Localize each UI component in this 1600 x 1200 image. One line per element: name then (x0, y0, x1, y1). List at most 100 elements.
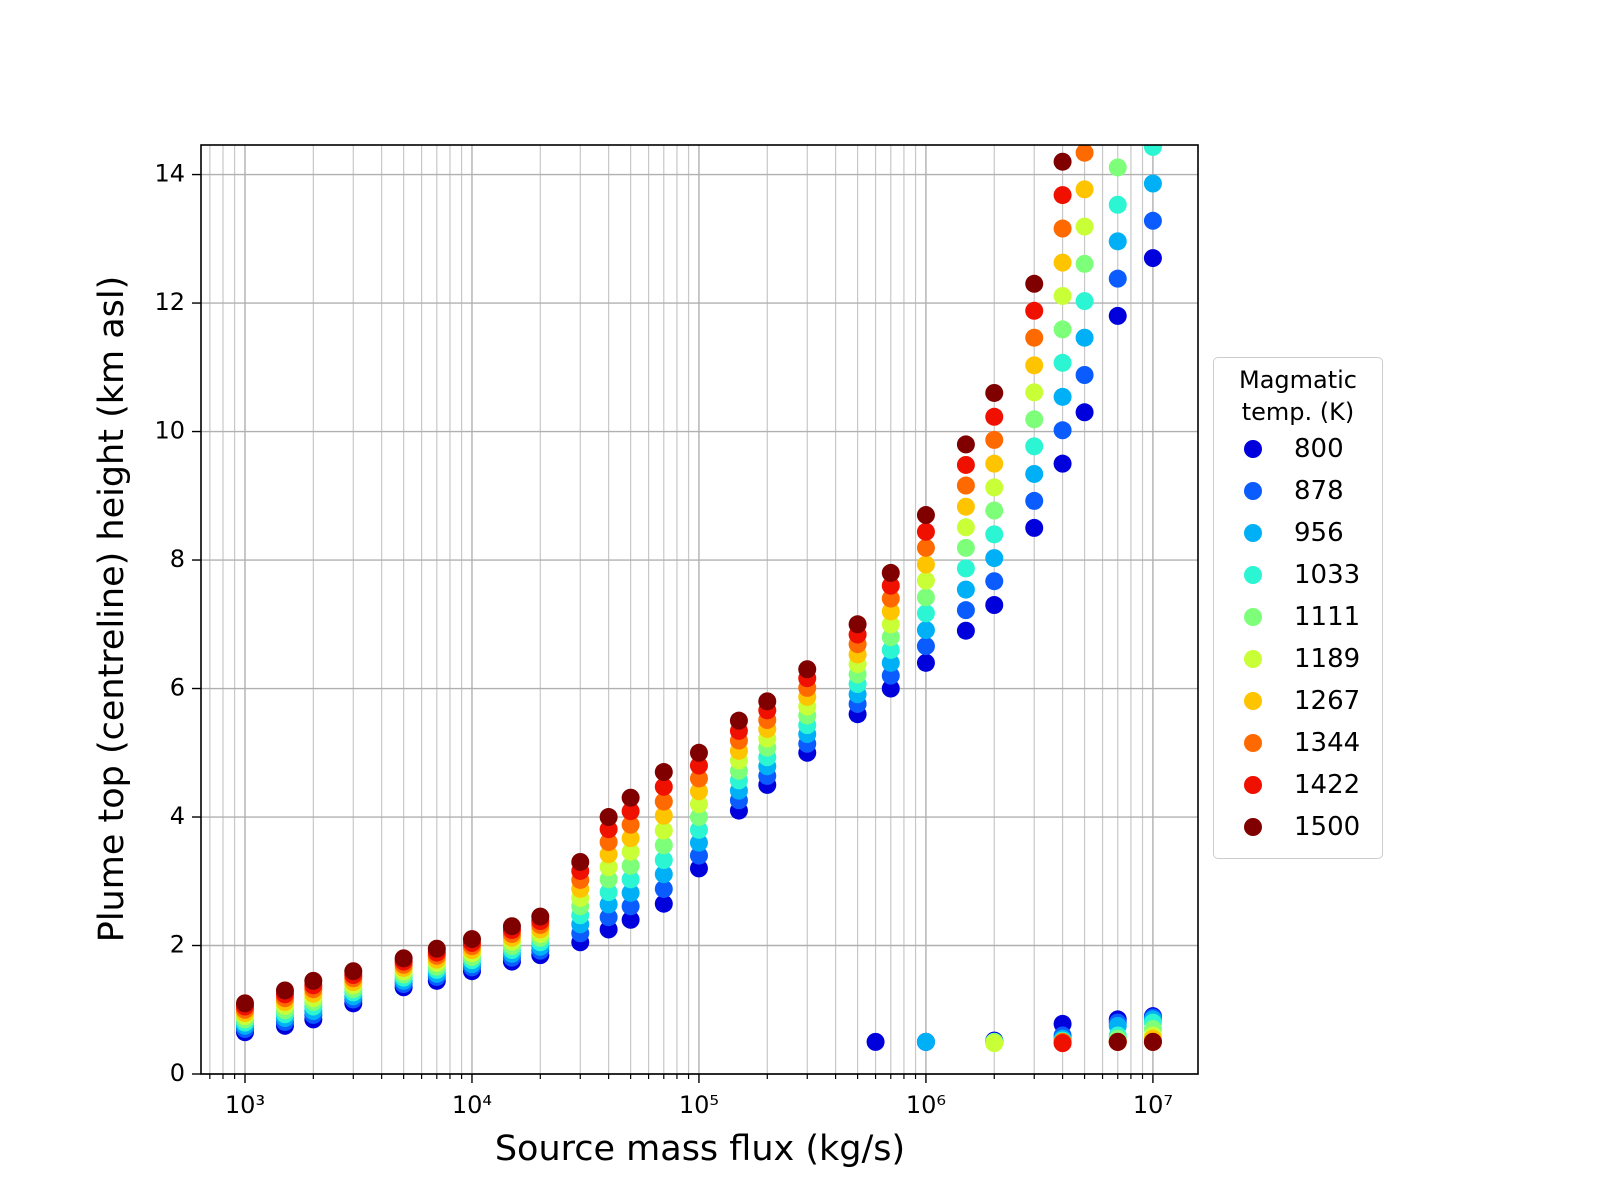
y-tick-label: 2 (170, 931, 185, 959)
point (916, 506, 935, 525)
legend-entry: 1344 (1214, 722, 1382, 764)
point (1075, 145, 1094, 162)
point (881, 640, 900, 659)
point (621, 897, 640, 916)
point (985, 383, 1004, 402)
point (689, 846, 708, 865)
point (956, 621, 975, 640)
point (1025, 274, 1044, 293)
legend-label: 800 (1294, 434, 1344, 464)
point (654, 879, 673, 898)
point (916, 653, 935, 672)
point (881, 666, 900, 685)
point (985, 478, 1004, 497)
point (985, 572, 1004, 591)
legend-entry: 956 (1214, 512, 1382, 554)
legend: Magmatic temp. (K) 800 878 956 1033 1111 1189… (1213, 357, 1383, 859)
point (1025, 491, 1044, 510)
point (1108, 269, 1127, 288)
point (1053, 421, 1072, 440)
point (1143, 145, 1162, 156)
point (654, 777, 673, 796)
point (956, 601, 975, 620)
legend-label: 1033 (1294, 560, 1361, 590)
point (689, 782, 708, 801)
point (235, 994, 254, 1013)
point (1143, 174, 1162, 193)
point (654, 821, 673, 840)
point (1025, 437, 1044, 456)
point (1025, 328, 1044, 347)
point (621, 870, 640, 889)
y-tick-label: 12 (154, 288, 185, 316)
x-tick-label: 10⁵ (679, 1091, 719, 1119)
point (344, 962, 363, 981)
point (1108, 306, 1127, 325)
legend-marker (1244, 734, 1262, 752)
legend-marker (1244, 524, 1262, 542)
y-tick-label: 0 (170, 1059, 185, 1087)
y-axis-label: Plume top (centreline) height (km asl) (92, 276, 132, 943)
y-tick-label: 6 (170, 674, 185, 702)
legend-label: 1344 (1294, 728, 1361, 758)
legend-marker (1244, 608, 1262, 626)
legend-label: 956 (1294, 518, 1344, 548)
point (1143, 211, 1162, 230)
point (916, 571, 935, 590)
x-tick-label: 10³ (225, 1091, 265, 1119)
point (956, 518, 975, 537)
point (1108, 195, 1127, 214)
point (621, 910, 640, 929)
point (1108, 1032, 1127, 1051)
point (427, 939, 446, 958)
point (985, 454, 1004, 473)
point (798, 660, 817, 679)
point (985, 525, 1004, 544)
legend-label: 1422 (1294, 770, 1361, 800)
legend-marker (1244, 692, 1262, 710)
point (881, 589, 900, 608)
point (1025, 410, 1044, 429)
x-tick-label: 10⁷ (1133, 1091, 1173, 1119)
legend-title: Magmatic temp. (K) (1238, 366, 1357, 426)
point (1108, 232, 1127, 251)
point (1053, 387, 1072, 406)
point (689, 820, 708, 839)
point (956, 559, 975, 578)
point (881, 653, 900, 672)
point (621, 802, 640, 821)
point (1025, 383, 1044, 402)
point (916, 621, 935, 640)
point (848, 615, 867, 634)
point (1143, 1032, 1162, 1051)
point (275, 981, 294, 1000)
legend-entry: 800 (1214, 428, 1382, 470)
point (866, 1032, 885, 1051)
point (1075, 180, 1094, 199)
point (599, 908, 618, 927)
point (1025, 464, 1044, 483)
legend-entry: 1111 (1214, 596, 1382, 638)
point (621, 883, 640, 902)
point (531, 907, 550, 926)
legend-entry: 1033 (1214, 554, 1382, 596)
point (729, 711, 748, 730)
point (758, 692, 777, 711)
y-tick-label: 8 (170, 545, 185, 573)
legend-entry: 878 (1214, 470, 1382, 512)
legend-label: 1500 (1294, 812, 1361, 842)
point (1053, 320, 1072, 339)
point (654, 792, 673, 811)
point (985, 407, 1004, 426)
point (654, 836, 673, 855)
point (1053, 454, 1072, 473)
x-tick-label: 10⁶ (906, 1091, 946, 1119)
point (881, 628, 900, 647)
point (1053, 353, 1072, 372)
point (621, 815, 640, 834)
x-axis-label: Source mass flux (kg/s) (495, 1129, 905, 1169)
point (689, 833, 708, 852)
point (881, 576, 900, 595)
